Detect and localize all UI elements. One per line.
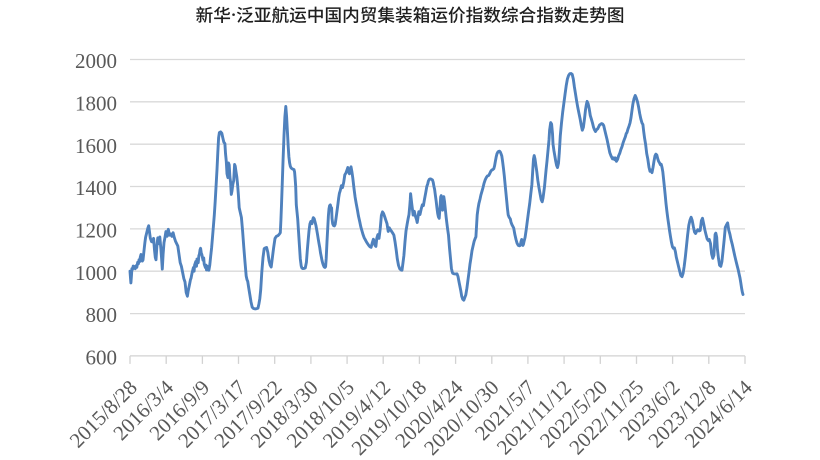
svg-text:600: 600 (86, 346, 118, 370)
svg-text:1400: 1400 (75, 176, 117, 200)
svg-text:1600: 1600 (75, 134, 117, 158)
svg-text:1200: 1200 (75, 219, 117, 243)
svg-text:800: 800 (86, 303, 118, 327)
svg-text:1800: 1800 (75, 91, 117, 115)
svg-text:2000: 2000 (75, 49, 117, 73)
svg-text:1000: 1000 (75, 261, 117, 285)
